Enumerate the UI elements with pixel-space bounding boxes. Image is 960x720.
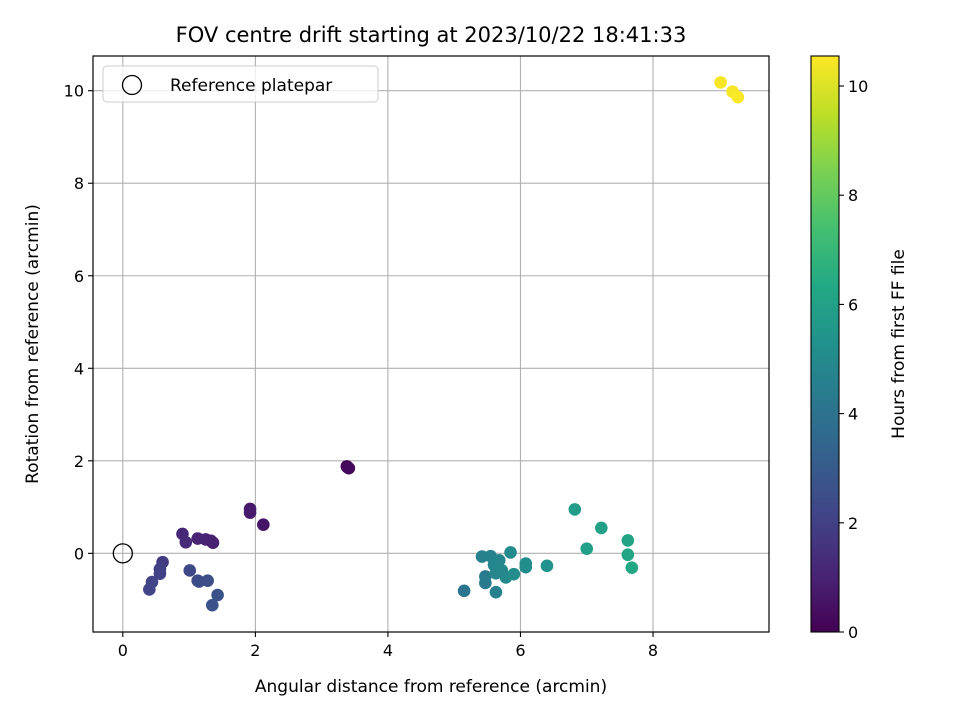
data-points (143, 76, 745, 612)
y-axis-ticks: 0 2 4 6 8 10 (64, 82, 93, 563)
data-point (580, 542, 594, 556)
data-point (143, 583, 156, 596)
y-tick-label: 0 (74, 544, 84, 563)
colorbar-tick-label: 10 (848, 77, 868, 96)
data-point (183, 564, 197, 577)
data-point (731, 90, 745, 104)
x-tick-label: 0 (118, 641, 128, 660)
data-point (621, 548, 635, 562)
data-point (625, 561, 639, 574)
y-tick-label: 2 (74, 452, 84, 471)
x-tick-label: 6 (515, 641, 525, 660)
colorbar-tick-label: 6 (848, 295, 858, 314)
legend-label: Reference platepar (170, 76, 332, 96)
data-point (504, 546, 517, 559)
data-point (540, 559, 554, 573)
data-point (153, 567, 167, 581)
colorbar-tick-label: 4 (848, 405, 858, 424)
data-point (507, 567, 521, 581)
reference-marker (112, 543, 133, 564)
x-tick-label: 2 (250, 641, 260, 660)
data-point (205, 598, 219, 612)
data-point (595, 521, 608, 535)
colorbar-gradient (811, 56, 839, 632)
data-point (191, 532, 205, 545)
x-tick-label: 8 (648, 641, 658, 660)
plot-frame (92, 55, 770, 633)
data-point (257, 518, 270, 531)
data-point (211, 588, 224, 602)
y-tick-label: 10 (64, 82, 84, 101)
data-point (457, 584, 471, 598)
legend-box (102, 65, 379, 103)
data-point (179, 535, 193, 549)
y-tick-label: 4 (74, 359, 84, 378)
data-point (341, 460, 354, 474)
data-point (621, 534, 635, 547)
colorbar-label: Hours from first FF file (889, 249, 909, 439)
colorbar-tick-label: 0 (848, 623, 858, 642)
legend: Reference platepar (102, 65, 379, 103)
data-point (201, 574, 214, 587)
y-axis-label: Rotation from reference (arcmin) (23, 204, 43, 484)
data-point (243, 506, 257, 519)
colorbar-tick-label: 2 (848, 514, 858, 533)
legend-marker (121, 74, 143, 96)
data-point (714, 76, 727, 89)
y-tick-label: 6 (74, 267, 84, 286)
reference-point (112, 543, 133, 564)
x-axis-ticks: 0 2 4 6 8 (118, 632, 658, 660)
chart-title: FOV centre drift starting at 2023/10/22 … (176, 23, 687, 47)
colorbar-tick-label: 8 (848, 186, 858, 205)
x-tick-label: 4 (383, 641, 393, 660)
data-point (489, 585, 503, 599)
data-point (519, 557, 533, 570)
y-tick-label: 8 (74, 174, 84, 193)
x-axis-label: Angular distance from reference (arcmin) (255, 677, 607, 697)
data-point (492, 553, 506, 567)
data-point (568, 503, 582, 516)
colorbar-ticks: 0 2 4 6 8 10 (839, 77, 868, 642)
plot-area (93, 56, 769, 632)
colorbar-frame (810, 55, 840, 633)
data-point (479, 570, 492, 583)
colorbar: 0 2 4 6 8 10 Hours from first FF file (810, 55, 909, 642)
